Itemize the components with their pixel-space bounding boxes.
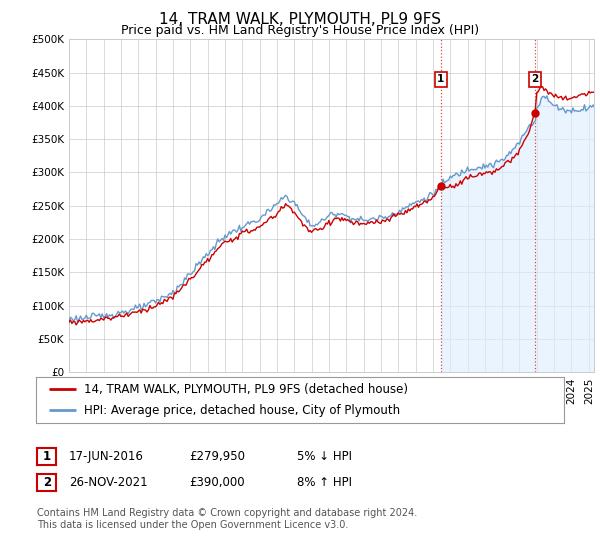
Text: HPI: Average price, detached house, City of Plymouth: HPI: Average price, detached house, City… (83, 404, 400, 417)
Text: Price paid vs. HM Land Registry's House Price Index (HPI): Price paid vs. HM Land Registry's House … (121, 24, 479, 36)
Text: 2: 2 (43, 476, 51, 489)
Text: 1: 1 (43, 450, 51, 463)
Text: £279,950: £279,950 (189, 450, 245, 463)
Text: 5% ↓ HPI: 5% ↓ HPI (297, 450, 352, 463)
Text: 14, TRAM WALK, PLYMOUTH, PL9 9FS: 14, TRAM WALK, PLYMOUTH, PL9 9FS (159, 12, 441, 27)
Text: 2: 2 (532, 74, 539, 84)
Text: 14, TRAM WALK, PLYMOUTH, PL9 9FS (detached house): 14, TRAM WALK, PLYMOUTH, PL9 9FS (detach… (83, 383, 407, 396)
Text: 26-NOV-2021: 26-NOV-2021 (69, 476, 148, 489)
Text: Contains HM Land Registry data © Crown copyright and database right 2024.
This d: Contains HM Land Registry data © Crown c… (37, 508, 418, 530)
Text: 8% ↑ HPI: 8% ↑ HPI (297, 476, 352, 489)
Text: 1: 1 (437, 74, 445, 84)
Text: 17-JUN-2016: 17-JUN-2016 (69, 450, 144, 463)
Text: £390,000: £390,000 (189, 476, 245, 489)
